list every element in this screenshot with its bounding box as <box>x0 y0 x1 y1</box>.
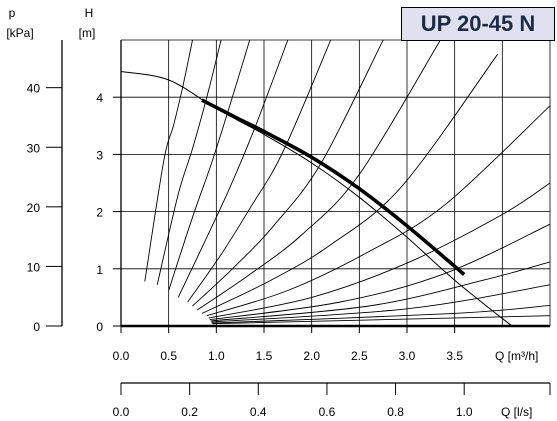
q-ls-axis-tick-label: 0.0 <box>113 405 130 419</box>
system-curve <box>208 182 550 319</box>
system-curve <box>211 284 550 323</box>
p-axis-tick-label: 20 <box>27 201 41 215</box>
h-axis-unit: [m] <box>79 26 96 40</box>
h-axis-tick-label: 3 <box>96 148 103 162</box>
system-curves <box>144 40 550 325</box>
p-axis-tick-label: 40 <box>27 82 41 96</box>
q-axis-tick-label: 2.0 <box>303 349 320 363</box>
q-axis-tick-label: 3.5 <box>446 349 463 363</box>
system-curve <box>192 40 384 307</box>
p-axis-tick-label: 0 <box>33 320 40 334</box>
q-ls-axis-tick-label: 0.2 <box>181 405 198 419</box>
axes <box>46 40 551 395</box>
pump-curve <box>121 71 513 327</box>
q-axis-tick-label: 2.5 <box>351 349 368 363</box>
q-axis-title: Q [m³/h] <box>495 349 538 363</box>
q-ls-axis-tick-label: 0.6 <box>319 405 336 419</box>
q-axis-tick-label: 0.5 <box>160 349 177 363</box>
system-curve <box>201 54 498 314</box>
h-axis-tick-label: 4 <box>96 91 103 105</box>
system-curve <box>177 40 289 298</box>
q-ls-axis-tick-label: 0.8 <box>387 405 404 419</box>
q-ls-axis-tick-label: 0.4 <box>250 405 267 419</box>
q-axis-tick-label: 1.0 <box>208 349 225 363</box>
q-axis-tick-label: 3.0 <box>399 349 416 363</box>
p-axis-title: p <box>9 6 16 20</box>
system-curve <box>144 40 193 282</box>
h-axis-tick-label: 1 <box>96 263 103 277</box>
q-ls-axis-title: Q [l/s] <box>501 405 532 419</box>
p-axis-tick-label: 30 <box>27 141 41 155</box>
system-curve <box>197 40 441 311</box>
h-axis-title: H <box>85 6 94 20</box>
system-curve <box>211 304 550 324</box>
system-curve <box>210 261 550 322</box>
h-axis-tick-label: 0 <box>96 320 103 334</box>
q-ls-axis-tick-label: 1.0 <box>456 405 473 419</box>
h-axis-tick-label: 2 <box>96 206 103 220</box>
system-curve <box>187 40 332 303</box>
chart-title: UP 20-45 N <box>401 7 555 41</box>
pump-curves <box>121 71 513 327</box>
system-curve <box>209 223 550 321</box>
p-axis-tick-label: 10 <box>27 260 41 274</box>
system-curve <box>212 315 550 325</box>
p-axis-unit: [kPa] <box>6 26 33 40</box>
pump-curve-operating-range <box>201 98 466 276</box>
system-curve <box>206 105 550 317</box>
system-curve <box>168 40 251 291</box>
q-axis-tick-label: 0.0 <box>113 349 130 363</box>
q-axis-tick-label: 1.5 <box>256 349 273 363</box>
system-curve <box>156 40 222 285</box>
